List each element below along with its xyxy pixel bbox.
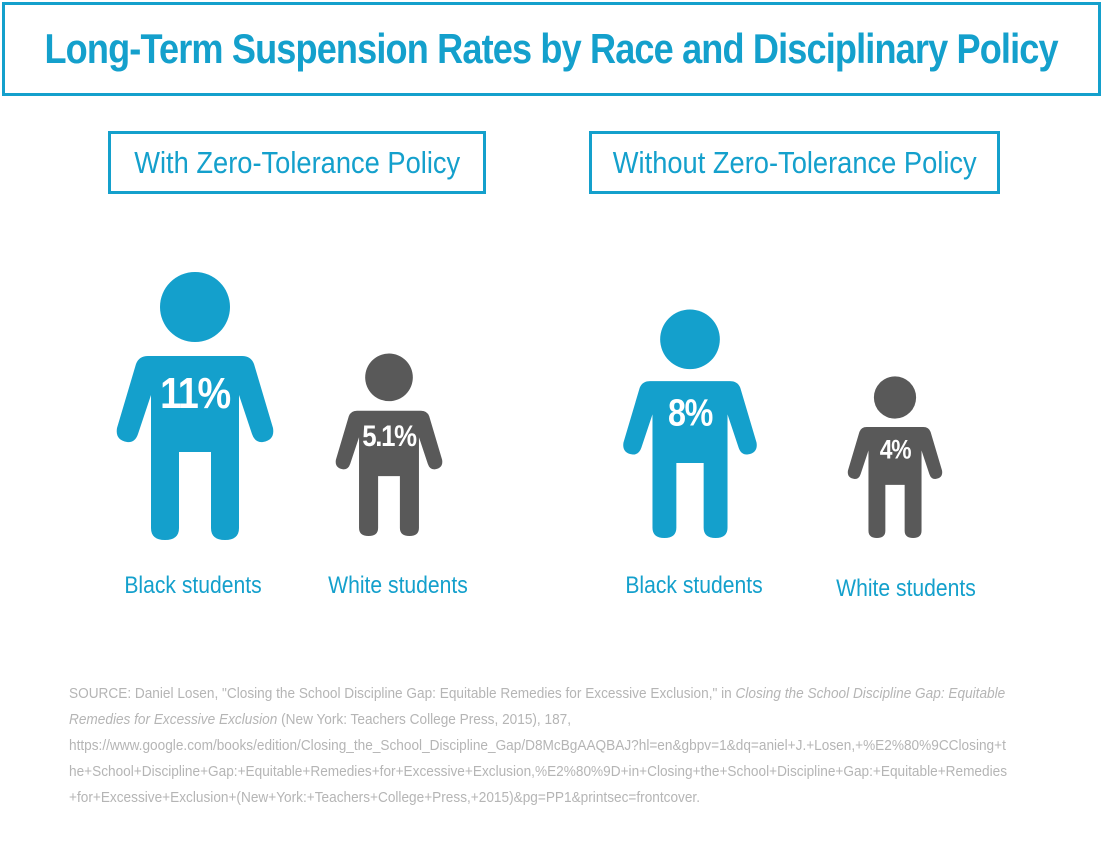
student-figure-white-without: [847, 376, 943, 538]
title-box: Long-Term Suspension Rates by Race and D…: [2, 2, 1101, 96]
source-prefix: SOURCE: Daniel Losen, "Closing the Schoo…: [69, 686, 736, 702]
student-figure-black-without: [623, 309, 757, 538]
value-label-white-with: 5.1%: [362, 419, 417, 452]
figure-body: [335, 410, 443, 536]
category-label-white-with: White students: [328, 572, 468, 599]
chart-title: Long-Term Suspension Rates by Race and D…: [44, 25, 1059, 72]
panel-label-with: With Zero-Tolerance Policy: [134, 144, 460, 180]
figure-head: [873, 376, 917, 419]
panel-without-zero-tolerance: Without Zero-Tolerance Policy: [589, 131, 1000, 194]
value-label-black-with: 11%: [160, 368, 231, 417]
source-note: SOURCE: Daniel Losen, "Closing the Schoo…: [69, 681, 1009, 811]
panel-with-zero-tolerance: With Zero-Tolerance Policy: [108, 131, 486, 194]
figure-head: [660, 309, 720, 370]
category-label-black-without: Black students: [625, 572, 763, 599]
value-label-black-without: 8%: [668, 392, 713, 434]
figure-head: [365, 353, 413, 402]
figure-body: [847, 427, 943, 538]
source-book-title: Closing the School Discipline Gap: Equit…: [69, 686, 1006, 728]
student-figure-white-with: [335, 353, 443, 536]
panel-label-without: Without Zero-Tolerance Policy: [612, 144, 977, 180]
source-suffix: (New York: Teachers College Press, 2015)…: [277, 712, 572, 728]
figure-body: [116, 356, 274, 540]
category-label-black-with: Black students: [124, 572, 262, 599]
figure-head: [160, 272, 230, 342]
source-url: https://www.google.com/books/edition/Clo…: [69, 738, 1008, 806]
value-label-white-without: 4%: [880, 436, 912, 465]
student-figure-black-with: [116, 272, 274, 540]
figure-body: [623, 381, 757, 538]
category-label-white-without: White students: [836, 575, 976, 602]
